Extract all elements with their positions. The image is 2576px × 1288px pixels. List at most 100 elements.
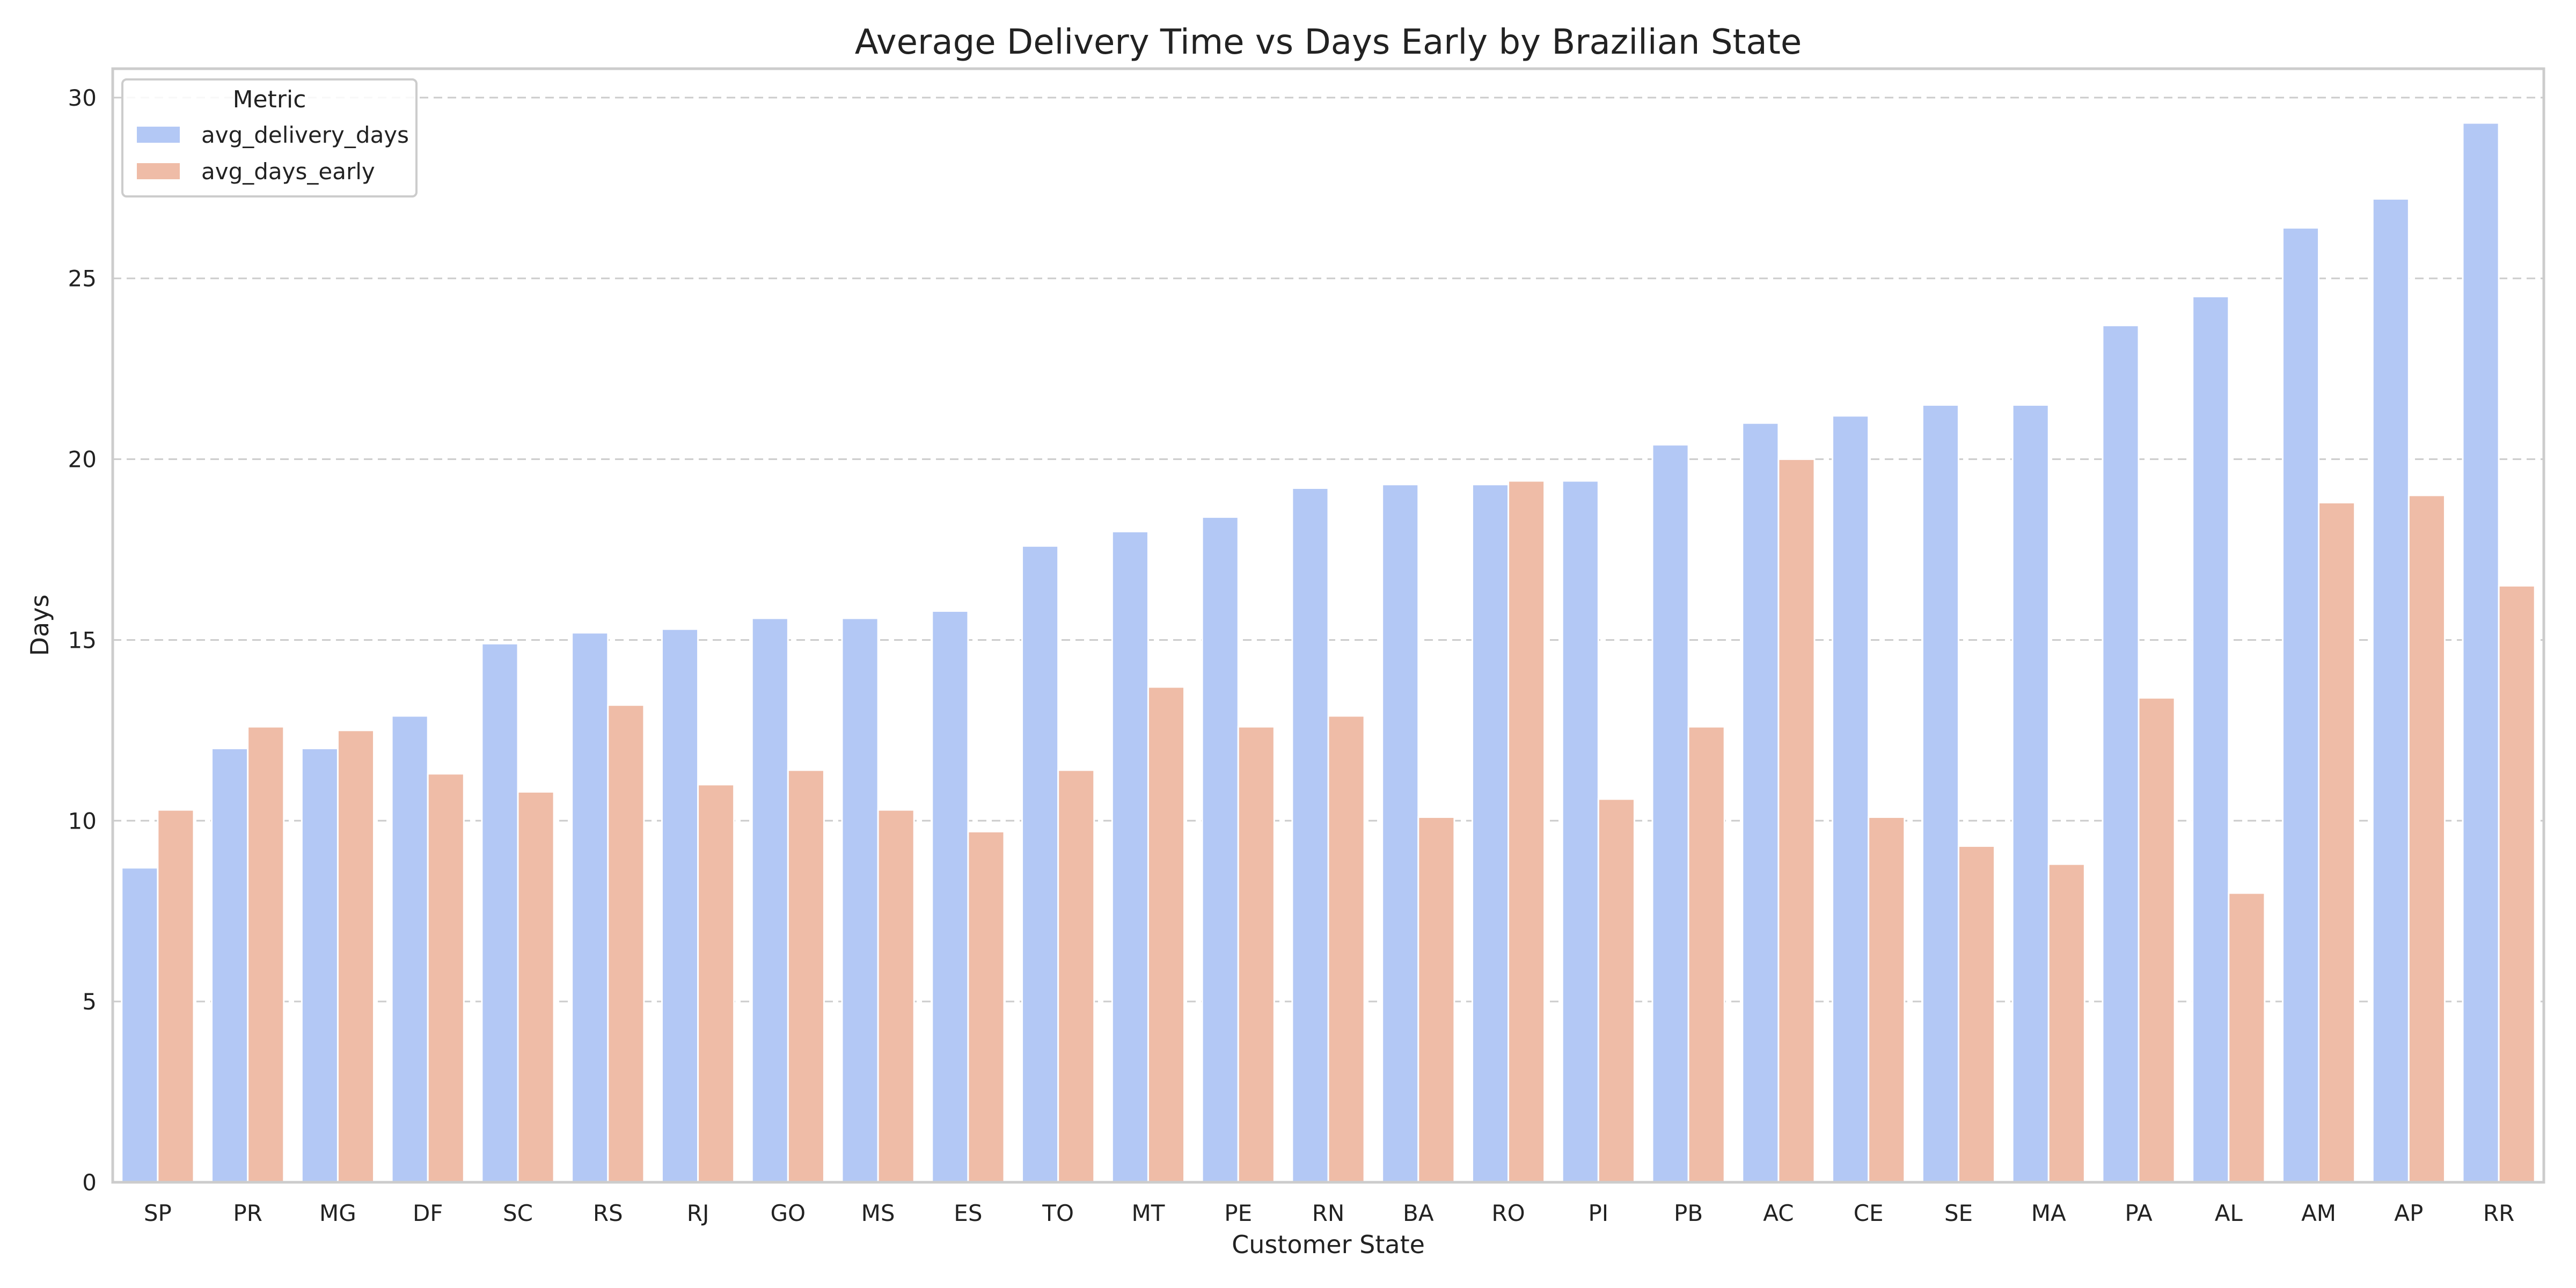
x-tick-label-pa: PA (2125, 1200, 2153, 1226)
bar-avg-days-early-pr (247, 726, 285, 1183)
x-tick-label-to: TO (1042, 1200, 1074, 1226)
bar-avg-days-early-ac (1777, 458, 1816, 1183)
bar-avg-delivery-days-es (931, 610, 969, 1183)
bar-avg-delivery-days-pb (1651, 444, 1689, 1183)
bar-avg-delivery-days-df (391, 715, 429, 1183)
legend-label-avg-days-early: avg_days_early (201, 158, 375, 185)
bar-avg-days-early-ba (1417, 816, 1455, 1183)
bar-avg-days-early-se (1957, 845, 1996, 1183)
bar-avg-delivery-days-go (751, 617, 789, 1183)
legend-label-avg-delivery-days: avg_delivery_days (201, 122, 409, 148)
x-tick-label-df: DF (413, 1200, 443, 1226)
x-tick-label-al: AL (2215, 1200, 2243, 1226)
bar-avg-delivery-days-ce (1832, 415, 1870, 1183)
y-tick-label-10: 10 (68, 808, 97, 834)
x-tick-label-pe: PE (1224, 1200, 1252, 1226)
legend-box (121, 78, 418, 197)
bar-avg-delivery-days-al (2192, 295, 2230, 1183)
plot-frame (111, 67, 2545, 1184)
bar-avg-delivery-days-rn (1291, 487, 1329, 1183)
bar-avg-delivery-days-ms (841, 617, 879, 1183)
bar-avg-days-early-pi (1597, 798, 1635, 1183)
bar-avg-days-early-to (1057, 769, 1095, 1183)
y-axis-ticks: 0 5 10 15 20 25 30 (68, 85, 97, 1196)
x-axis-label: Customer State (1232, 1230, 1425, 1259)
bar-avg-delivery-days-mt (1111, 530, 1149, 1183)
bar-avg-days-early-mt (1147, 686, 1185, 1183)
y-tick-label-25: 25 (68, 266, 97, 292)
x-tick-label-ro: RO (1491, 1200, 1525, 1226)
x-tick-label-pr: PR (233, 1200, 262, 1226)
bar-avg-delivery-days-rr (2462, 122, 2500, 1183)
x-tick-label-sc: SC (503, 1200, 533, 1226)
x-tick-label-mt: MT (1131, 1200, 1165, 1226)
y-axis-label: Days (25, 595, 54, 656)
bar-avg-delivery-days-rs (571, 632, 609, 1183)
bar-avg-days-early-rn (1327, 715, 1365, 1183)
bar-avg-days-early-pa (2138, 697, 2176, 1183)
x-tick-label-rn: RN (1312, 1200, 1345, 1226)
y-tick-label-15: 15 (68, 627, 97, 653)
bar-avg-delivery-days-ap (2372, 198, 2410, 1183)
bar-avg-delivery-days-pe (1201, 516, 1239, 1183)
bar-avg-days-early-es (967, 831, 1005, 1183)
x-tick-label-mg: MG (319, 1200, 356, 1226)
legend-swatch-avg-days-early (137, 163, 180, 179)
x-tick-label-am: AM (2301, 1200, 2336, 1226)
y-tick-label-20: 20 (68, 447, 97, 473)
x-tick-label-se: SE (1944, 1200, 1973, 1226)
x-tick-label-pb: PB (1674, 1200, 1703, 1226)
x-tick-label-sp: SP (144, 1200, 172, 1226)
bar-avg-days-early-rj (697, 784, 735, 1183)
y-tick-label-0: 0 (82, 1169, 97, 1196)
bar-avg-delivery-days-ac (1741, 422, 1780, 1183)
bar-avg-days-early-pb (1687, 726, 1725, 1183)
bar-avg-days-early-ro (1507, 480, 1546, 1183)
bar-avg-delivery-days-to (1021, 545, 1059, 1183)
bar-avg-delivery-days-rj (661, 628, 699, 1183)
x-tick-label-es: ES (954, 1200, 982, 1226)
y-tick-label-5: 5 (82, 989, 97, 1015)
x-tick-label-pi: PI (1588, 1200, 1608, 1226)
legend: Metric avg_delivery_days avg_days_early (121, 78, 418, 197)
chart-title: Average Delivery Time vs Days Early by B… (855, 23, 1802, 62)
bar-avg-delivery-days-pi (1561, 480, 1599, 1183)
bar-avg-days-early-pe (1237, 726, 1275, 1183)
bar-avg-days-early-am (2318, 501, 2356, 1183)
x-tick-label-go: GO (771, 1200, 806, 1226)
bar-avg-days-early-df (427, 773, 465, 1183)
bar-avg-days-early-al (2228, 892, 2266, 1183)
legend-swatch-avg-delivery-days (137, 127, 180, 143)
bar-avg-delivery-days-ro (1471, 484, 1510, 1183)
bar-avg-delivery-days-ba (1381, 484, 1419, 1183)
bar-avg-days-early-sp (157, 809, 195, 1183)
bar-avg-delivery-days-pr (211, 748, 249, 1183)
bar-avg-delivery-days-am (2281, 226, 2320, 1183)
y-tick-label-30: 30 (68, 85, 97, 111)
x-tick-label-ap: AP (2394, 1200, 2423, 1226)
x-tick-label-rj: RJ (687, 1200, 709, 1226)
x-tick-label-rs: RS (593, 1200, 623, 1226)
bar-avg-delivery-days-sp (121, 867, 159, 1183)
x-tick-label-ba: BA (1403, 1200, 1434, 1226)
x-tick-label-ce: CE (1854, 1200, 1884, 1226)
bar-avg-days-early-ce (1868, 816, 1906, 1183)
legend-title: Metric (233, 86, 306, 113)
bar-avg-days-early-rr (2498, 584, 2536, 1183)
bar-avg-days-early-sc (517, 791, 555, 1183)
bar-avg-delivery-days-pa (2102, 324, 2140, 1183)
bar-avg-delivery-days-ma (2011, 404, 2050, 1183)
x-tick-label-ms: MS (861, 1200, 895, 1226)
x-tick-label-ac: AC (1763, 1200, 1794, 1226)
bar-avg-delivery-days-mg (301, 748, 339, 1183)
bar-avg-days-early-mg (336, 729, 375, 1183)
bar-avg-days-early-ms (877, 809, 915, 1183)
bar-avg-days-early-go (787, 769, 825, 1183)
bar-avg-days-early-ma (2047, 863, 2085, 1183)
x-tick-label-rr: RR (2483, 1200, 2514, 1226)
bar-avg-days-early-rs (607, 704, 645, 1183)
x-tick-label-ma: MA (2031, 1200, 2066, 1226)
x-axis-ticks: SP PR MG DF SC RS RJ GO MS ES TO MT PE RN BA RO PI PB AC CE… (144, 1200, 2514, 1226)
bar-avg-days-early-ap (2407, 494, 2446, 1183)
